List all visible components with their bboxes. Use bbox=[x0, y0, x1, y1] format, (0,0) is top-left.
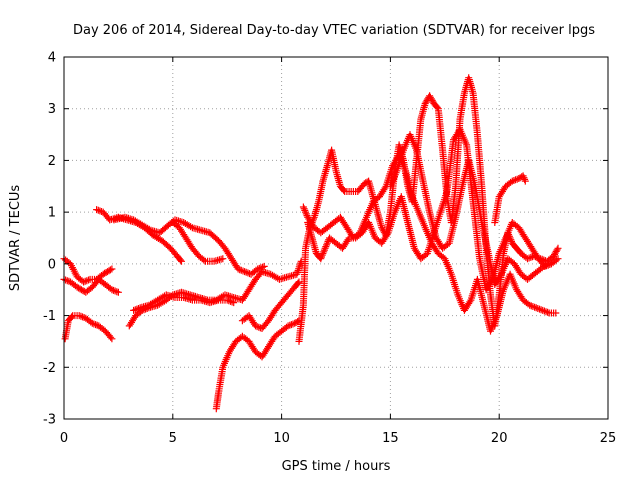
data-points bbox=[60, 74, 562, 413]
series-track-j bbox=[238, 278, 303, 332]
x-tick-label: 10 bbox=[273, 431, 290, 446]
series-track-h bbox=[130, 291, 238, 314]
y-tick-label: 3 bbox=[48, 102, 56, 117]
series-track-g bbox=[125, 257, 305, 330]
plot-frame bbox=[63, 56, 609, 420]
x-tick-label: 15 bbox=[382, 431, 399, 446]
series-track-e bbox=[110, 213, 268, 278]
chart-title: Day 206 of 2014, Sidereal Day-to-day VTE… bbox=[73, 23, 595, 38]
series-track-o bbox=[386, 131, 551, 288]
y-tick-label: 4 bbox=[48, 51, 56, 66]
x-tick-label: 25 bbox=[600, 431, 617, 446]
series-track-l bbox=[304, 125, 562, 294]
y-tick-label: -2 bbox=[43, 361, 56, 376]
y-tick-label: -1 bbox=[43, 309, 56, 324]
series-track-i bbox=[212, 317, 303, 413]
y-axis-label: SDTVAR / TECUs bbox=[8, 185, 23, 292]
x-tick-label: 20 bbox=[491, 431, 508, 446]
axis-ticks: 0 5 10 15 20 25 -3 -2 -1 0 1 2 3 4 bbox=[43, 51, 616, 447]
x-tick-label: 5 bbox=[169, 431, 177, 446]
y-tick-label: 1 bbox=[48, 206, 56, 221]
series-track-d bbox=[93, 206, 185, 265]
x-tick-label: 0 bbox=[60, 431, 68, 446]
y-tick-label: 0 bbox=[48, 257, 56, 272]
series-track-f bbox=[169, 219, 227, 265]
y-tick-label: 2 bbox=[48, 154, 56, 169]
series-track-n bbox=[491, 172, 529, 226]
y-tick-label: -3 bbox=[43, 413, 56, 428]
x-axis-label: GPS time / hours bbox=[282, 459, 391, 474]
series-track-c bbox=[61, 312, 116, 343]
